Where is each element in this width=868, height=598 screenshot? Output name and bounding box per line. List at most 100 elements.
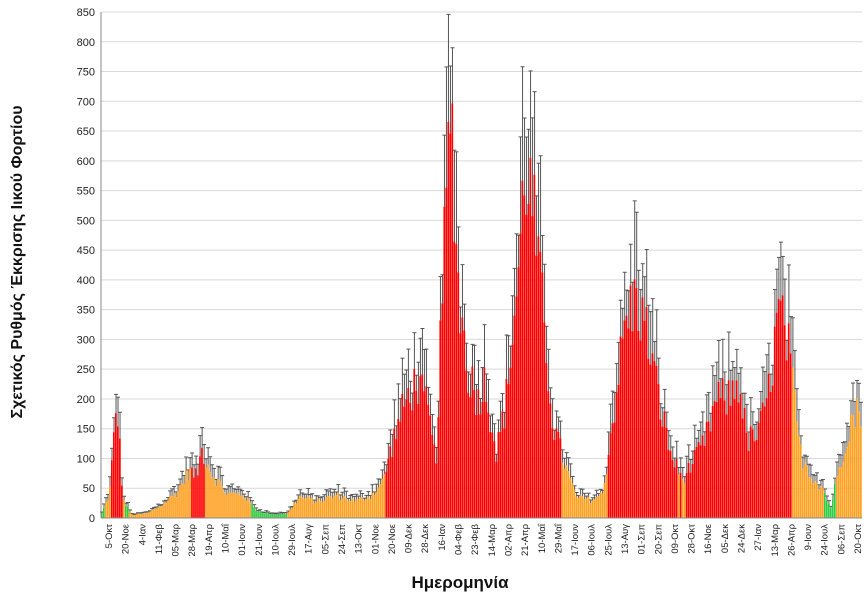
x-tick-label: 20-Νοε <box>387 523 398 554</box>
bar <box>329 496 331 518</box>
bar <box>217 479 219 518</box>
bar <box>707 421 710 518</box>
bar <box>749 426 752 518</box>
bar <box>809 478 812 518</box>
x-tick-label: 06-Ιουλ <box>587 524 598 556</box>
bar <box>293 503 295 518</box>
bar <box>295 503 297 518</box>
bar <box>411 410 414 518</box>
bar <box>545 363 548 518</box>
x-tick-label: 20-Οκτ <box>853 524 864 554</box>
bar <box>461 317 464 518</box>
x-tick-label: 01-Νοε <box>370 523 381 554</box>
bar <box>687 462 690 518</box>
bar <box>817 489 820 518</box>
x-tick-label: 06-Σεπ <box>836 524 847 555</box>
x-tick-label: 02-Απρ <box>504 523 515 556</box>
bar <box>721 378 724 518</box>
bar <box>757 422 760 518</box>
bar <box>287 512 289 518</box>
bar <box>753 441 756 518</box>
bar <box>673 467 676 518</box>
bar <box>483 367 486 518</box>
bar <box>841 462 844 518</box>
bar <box>711 405 714 518</box>
bar <box>677 474 680 518</box>
bar <box>799 444 802 518</box>
x-tick-label: 24-Σεπ <box>337 524 348 555</box>
y-tick-label: 450 <box>77 245 95 257</box>
bar <box>255 510 257 518</box>
y-tick-label: 650 <box>77 126 95 138</box>
bar <box>343 495 346 518</box>
bar <box>159 506 161 518</box>
x-tick-label: 10-Ιουλ <box>270 524 281 556</box>
bar <box>743 407 746 518</box>
bar <box>755 439 758 518</box>
bar <box>779 300 782 518</box>
bar <box>805 465 808 518</box>
bar <box>347 500 350 518</box>
bar <box>555 428 558 518</box>
bar <box>283 513 285 518</box>
bar <box>281 514 283 518</box>
bar <box>385 471 388 518</box>
bar <box>451 103 454 519</box>
bar <box>191 467 193 518</box>
bars <box>101 103 862 519</box>
x-tick-label: 24-Δεκ <box>737 524 748 553</box>
bar <box>453 241 456 518</box>
bar <box>695 446 698 518</box>
bar <box>405 399 408 518</box>
bar <box>519 233 522 519</box>
bar <box>129 511 131 518</box>
bar <box>615 392 618 518</box>
bar <box>181 483 183 518</box>
bar <box>223 491 225 518</box>
bar <box>221 486 223 518</box>
bar <box>561 462 564 518</box>
bar <box>531 216 534 518</box>
bar <box>793 389 796 518</box>
x-tick-label: 13-Οκτ <box>354 524 365 554</box>
bar <box>843 453 846 518</box>
bar <box>559 438 562 518</box>
bar <box>579 494 582 518</box>
bar <box>641 297 644 518</box>
bar <box>257 511 259 518</box>
bar <box>745 432 748 518</box>
bar <box>107 500 109 518</box>
bar <box>315 501 317 518</box>
bar <box>541 272 544 518</box>
bar <box>703 445 706 518</box>
bar <box>333 495 336 518</box>
bar <box>119 438 121 518</box>
bar <box>597 496 600 518</box>
bar <box>499 431 502 518</box>
bar <box>797 435 800 518</box>
bar <box>341 498 344 518</box>
bar <box>525 214 528 518</box>
y-axis-title: Σχετικός Ρυθμός Έκκρισης Ιικού Φορτίου <box>9 105 26 418</box>
x-tick-label: 5-Οκτ <box>104 524 115 549</box>
bar <box>207 464 209 518</box>
bar <box>765 398 768 518</box>
bar <box>509 367 512 518</box>
bar <box>145 513 147 518</box>
y-tick-label: 400 <box>77 275 95 287</box>
bar <box>417 403 420 518</box>
bar <box>653 361 656 518</box>
x-tick-label: 09-Οκτ <box>670 524 681 554</box>
bar <box>511 344 514 518</box>
bar <box>661 426 664 518</box>
bar <box>177 491 179 518</box>
bar <box>101 512 103 518</box>
bar <box>259 511 261 518</box>
bar <box>345 498 348 518</box>
bar <box>637 330 640 518</box>
bar <box>137 513 139 518</box>
bar <box>689 472 692 518</box>
bar <box>611 423 614 518</box>
bar <box>533 174 536 518</box>
y-tick-label: 350 <box>77 305 95 317</box>
